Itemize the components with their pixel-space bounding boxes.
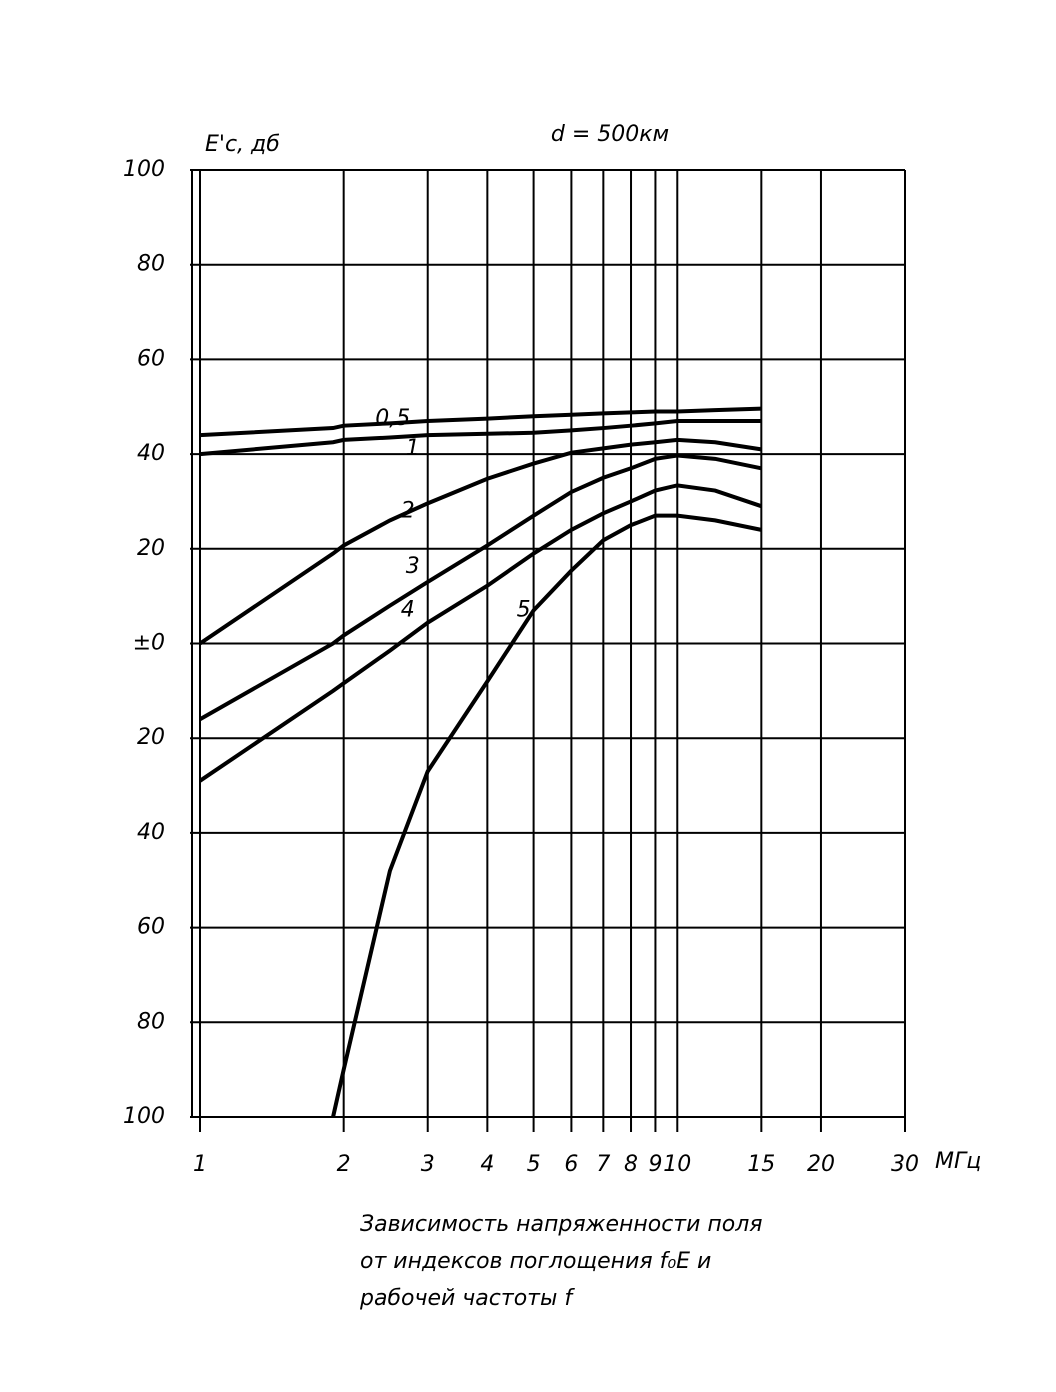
y-tick-label: 60 <box>137 915 165 940</box>
chart-title: d = 500км <box>551 122 669 147</box>
series-line <box>199 418 762 457</box>
series-line <box>198 437 762 646</box>
y-tick-label: 40 <box>137 820 165 845</box>
y-tick-label: 80 <box>137 1009 165 1034</box>
y-tick-label: 40 <box>137 441 165 466</box>
series-line <box>199 406 762 438</box>
x-tick-label: 4 <box>480 1152 494 1177</box>
series-label: 0,5 <box>375 406 410 431</box>
x-tick-label: 15 <box>747 1152 775 1177</box>
series-line <box>331 513 762 1118</box>
series-line <box>199 453 762 721</box>
series-label: 1 <box>406 436 420 461</box>
x-tick-label: 30 <box>891 1152 919 1177</box>
x-tick-label: 10 <box>663 1152 691 1177</box>
y-tick-label: 60 <box>137 346 165 371</box>
x-tick-label: 9 <box>648 1152 662 1177</box>
x-unit-label: МГц <box>935 1149 981 1174</box>
series-label: 3 <box>406 554 420 579</box>
y-tick-label: 100 <box>123 1104 165 1129</box>
series-label: 2 <box>401 498 415 523</box>
x-tick-label: 3 <box>421 1152 435 1177</box>
caption-line: Зависимость напряженности поля <box>360 1212 763 1237</box>
y-tick-label: ±0 <box>133 631 165 656</box>
x-tick-label: 6 <box>564 1152 578 1177</box>
y-tick-label: 80 <box>137 252 165 277</box>
caption-line: от индексов поглощения f₀E и <box>360 1249 711 1274</box>
series-label: 5 <box>517 597 531 622</box>
x-tick-label: 7 <box>596 1152 610 1177</box>
y-tick-label: 20 <box>137 725 165 750</box>
x-tick-label: 1 <box>193 1152 207 1177</box>
x-tick-label: 2 <box>337 1152 351 1177</box>
x-tick-label: 8 <box>624 1152 638 1177</box>
y-axis-label: E'c, дб <box>205 132 280 157</box>
x-tick-label: 20 <box>807 1152 835 1177</box>
caption-line: рабочей частоты f <box>359 1286 575 1311</box>
series-label: 4 <box>401 598 415 623</box>
x-tick-label: 5 <box>527 1152 541 1177</box>
y-tick-label: 20 <box>137 536 165 561</box>
series-line <box>198 483 762 783</box>
y-tick-label: 100 <box>123 157 165 182</box>
